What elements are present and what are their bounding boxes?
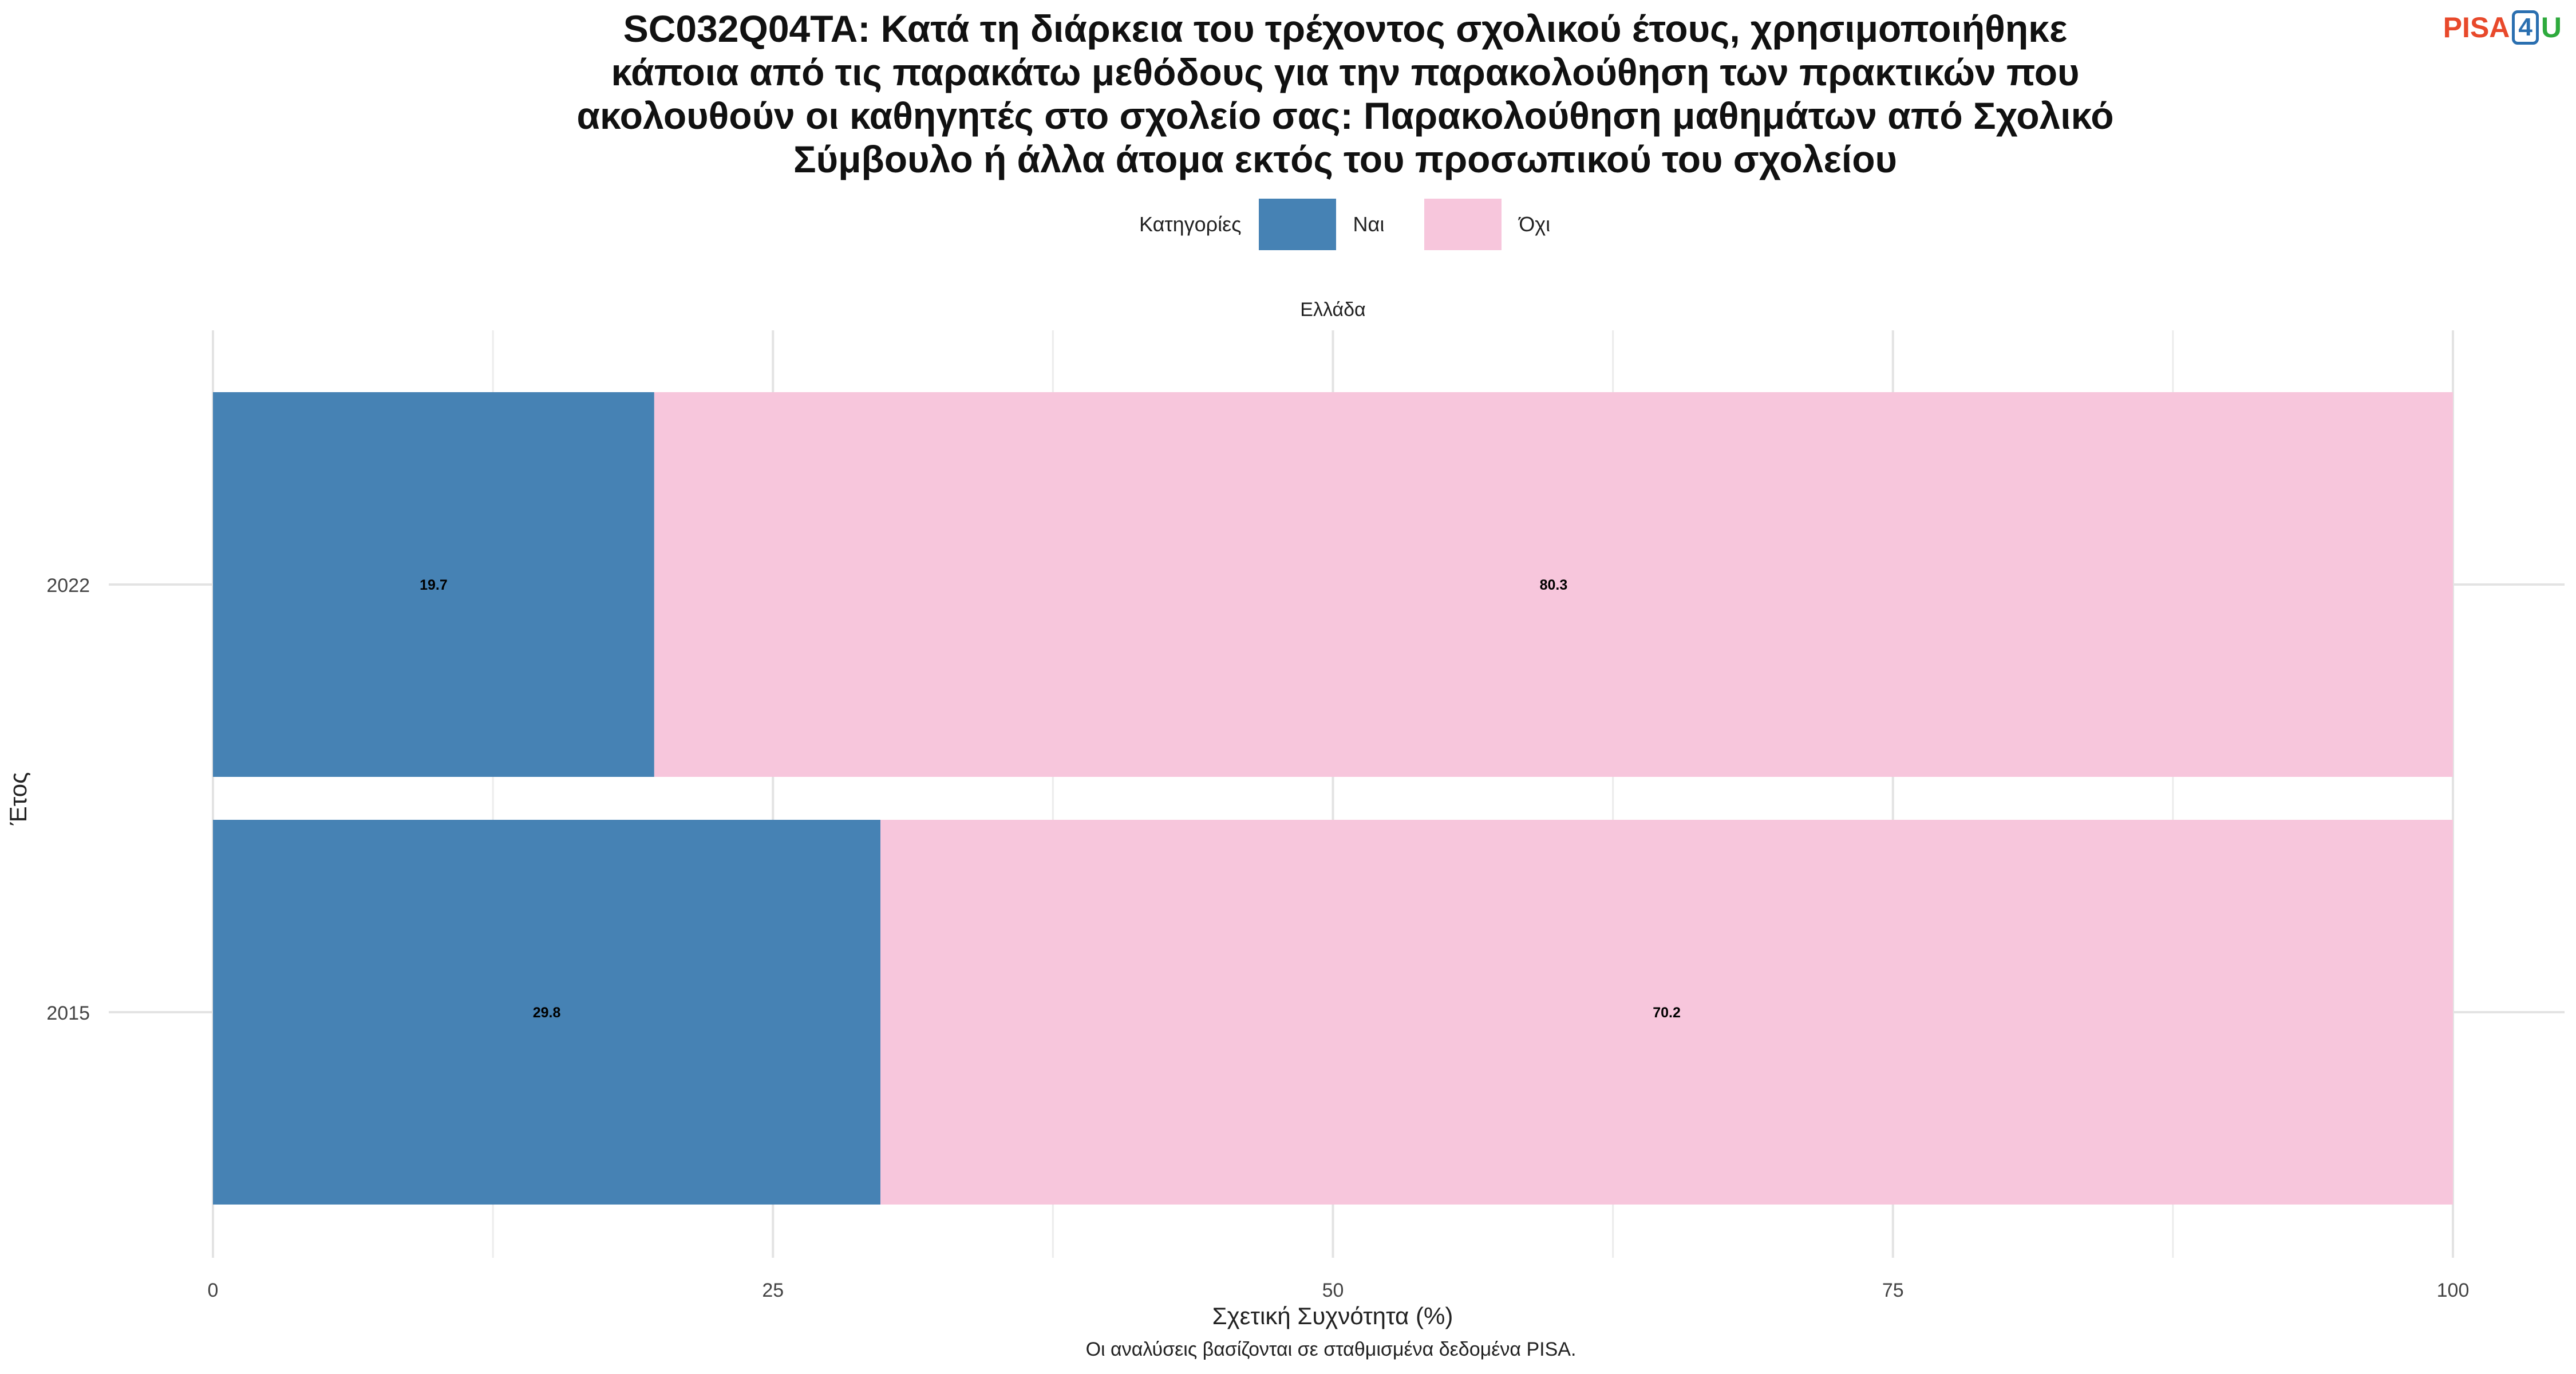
y-axis-title: Έτος (5, 772, 31, 826)
x-tick-label: 25 (762, 1280, 784, 1301)
title-line-3: ακολουθούν οι καθηγητές στο σχολείο σας:… (576, 94, 2114, 137)
bar-2015-yes (213, 820, 881, 1205)
data-label: 19.7 (420, 577, 448, 593)
chart-plot: Ελλάδα 19.7 80.3 2022 29.8 70.2 2015 0 25 50 75 100… (5, 299, 2565, 1329)
y-tick-label: 2015 (46, 1002, 90, 1024)
data-label: 80.3 (1540, 577, 1568, 593)
logo-four-text: 4 (2512, 10, 2539, 45)
logo-u-text: U (2541, 11, 2562, 44)
data-label: 29.8 (533, 1005, 561, 1021)
bar-2022-yes (213, 392, 654, 777)
x-tick-label: 50 (1322, 1280, 1344, 1301)
title-line-1: SC032Q04TA: Κατά τη διάρκεια του τρέχοντ… (623, 7, 2068, 50)
legend-swatch-yes (1258, 199, 1336, 250)
x-tick-label: 75 (1882, 1280, 1904, 1301)
legend: Κατηγορίες Ναι Όχι (1139, 199, 1590, 250)
y-tick-label: 2022 (46, 575, 90, 597)
title-line-4: Σύμβουλο ή άλλα άτομα εκτός του προσωπικ… (793, 138, 1897, 180)
chart-title: SC032Q04TA: Κατά τη διάρκεια του τρέχοντ… (401, 7, 2290, 181)
data-label: 70.2 (1653, 1005, 1681, 1021)
legend-swatch-no (1424, 199, 1502, 250)
x-tick-label: 100 (2437, 1280, 2470, 1301)
x-tick-label: 0 (208, 1280, 219, 1301)
x-axis-title: Σχετική Συχνότητα (%) (1212, 1302, 1453, 1329)
bar-2022-no (654, 392, 2453, 777)
chart-caption: Οι αναλύσεις βασίζονται σε σταθμισμένα δ… (1085, 1339, 1577, 1360)
logo-pisa-text: PISA (2443, 11, 2510, 44)
legend-label-yes: Ναι (1353, 212, 1385, 236)
legend-label-no: Όχι (1519, 212, 1551, 236)
pisa4u-logo: PISA 4 U (2443, 10, 2562, 45)
facet-label: Ελλάδα (1300, 299, 1365, 321)
legend-title: Κατηγορίες (1139, 212, 1242, 236)
title-line-2: κάποια από τις παρακάτω μεθόδους για την… (611, 51, 2080, 93)
bar-2015-no (880, 820, 2453, 1205)
